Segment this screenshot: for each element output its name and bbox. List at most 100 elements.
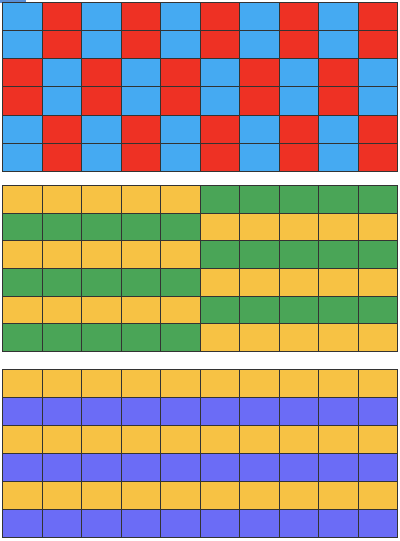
grid-cell-purple bbox=[200, 454, 240, 482]
grid-cell-yellow bbox=[319, 324, 359, 352]
grid-cell-red bbox=[42, 143, 82, 172]
grid-cell-blue bbox=[319, 115, 359, 144]
grid-cell-purple bbox=[42, 454, 82, 482]
grid-cell-yellow bbox=[358, 482, 398, 510]
grid-cell-red bbox=[121, 31, 161, 60]
grid-cell-purple bbox=[161, 454, 201, 482]
grid-cell-blue bbox=[161, 115, 201, 144]
grid-cell-blue bbox=[3, 31, 43, 60]
grid-cell-yellow bbox=[42, 370, 82, 398]
grid-cell-red bbox=[42, 31, 82, 60]
grid-cell-purple bbox=[240, 398, 280, 426]
grid-cell-blue bbox=[279, 59, 319, 88]
grid-cell-purple bbox=[121, 510, 161, 538]
grid-cell-yellow bbox=[3, 426, 43, 454]
grid-cell-blue bbox=[161, 3, 201, 32]
grid-cell-blue bbox=[200, 59, 240, 88]
grid-cell-yellow bbox=[319, 268, 359, 297]
grid-cell-green bbox=[279, 186, 319, 214]
grid-cell-green bbox=[200, 241, 240, 269]
corner-mark bbox=[0, 0, 26, 3]
grid-cell-purple bbox=[161, 510, 201, 538]
grid-cell-blue bbox=[3, 115, 43, 144]
grid-cell-green bbox=[319, 186, 359, 214]
grid-cell-blue bbox=[42, 59, 82, 88]
grid-cell-purple bbox=[358, 454, 398, 482]
grid-cell-green bbox=[240, 296, 280, 325]
grid-cell-yellow bbox=[82, 370, 122, 398]
grid-cell-yellow bbox=[3, 370, 43, 398]
grid-cell-yellow bbox=[240, 213, 280, 242]
grid-cell-green bbox=[358, 296, 398, 325]
grid-cell-yellow bbox=[358, 213, 398, 242]
grid-cell-yellow bbox=[121, 186, 161, 214]
grid-cell-green bbox=[121, 268, 161, 297]
grid-cell-yellow bbox=[121, 426, 161, 454]
grid-cell-yellow bbox=[121, 241, 161, 269]
grid-cell-yellow bbox=[319, 213, 359, 242]
grid-cell-purple bbox=[161, 398, 201, 426]
grid-cell-blue bbox=[82, 115, 122, 144]
grid-cell-green bbox=[319, 296, 359, 325]
grid-cell-purple bbox=[121, 454, 161, 482]
grid-cell-purple bbox=[319, 510, 359, 538]
grid-cell-yellow bbox=[161, 370, 201, 398]
grid-cell-green bbox=[3, 213, 43, 242]
grid-cell-red bbox=[200, 115, 240, 144]
grid-cell-green bbox=[358, 186, 398, 214]
grid-cell-blue bbox=[200, 87, 240, 116]
grid-cell-green bbox=[161, 213, 201, 242]
grid-cell-purple bbox=[42, 510, 82, 538]
grid-cell-purple bbox=[82, 398, 122, 426]
grid-cell-yellow bbox=[200, 213, 240, 242]
grid-cell-yellow bbox=[279, 426, 319, 454]
grid-cell-yellow bbox=[358, 370, 398, 398]
grid-cell-yellow bbox=[42, 241, 82, 269]
grid-cell-green bbox=[42, 268, 82, 297]
grid-cell-red bbox=[279, 115, 319, 144]
grid-cell-yellow bbox=[82, 186, 122, 214]
grid-cell-green bbox=[3, 324, 43, 352]
grid-cell-yellow bbox=[358, 426, 398, 454]
grid-cell-blue bbox=[121, 87, 161, 116]
grid-cell-red bbox=[240, 59, 280, 88]
grid-cell-blue bbox=[319, 31, 359, 60]
grid-cell-yellow bbox=[279, 213, 319, 242]
grid-cell-yellow bbox=[200, 324, 240, 352]
grid-cell-purple bbox=[3, 454, 43, 482]
grid-cell-purple bbox=[319, 454, 359, 482]
grid-cell-yellow bbox=[42, 482, 82, 510]
grid-cell-purple bbox=[42, 398, 82, 426]
grid-cell-red bbox=[82, 59, 122, 88]
grid-cell-green bbox=[200, 186, 240, 214]
grid-cell-purple bbox=[200, 398, 240, 426]
grid-cell-green bbox=[161, 268, 201, 297]
grid-cell-green bbox=[240, 186, 280, 214]
grid-cell-yellow bbox=[200, 370, 240, 398]
grid-cell-yellow bbox=[200, 268, 240, 297]
grid-cell-yellow bbox=[82, 241, 122, 269]
grid-cell-yellow bbox=[240, 370, 280, 398]
grid-cell-yellow bbox=[161, 426, 201, 454]
grid-cell-green bbox=[42, 213, 82, 242]
grid-cell-yellow bbox=[82, 296, 122, 325]
grid-cell-yellow bbox=[42, 426, 82, 454]
grid-cell-red bbox=[200, 31, 240, 60]
grid-cell-yellow bbox=[240, 268, 280, 297]
grid-cell-yellow bbox=[279, 324, 319, 352]
grid-cell-yellow bbox=[319, 426, 359, 454]
grid-cell-yellow bbox=[319, 370, 359, 398]
grid-cell-purple bbox=[3, 398, 43, 426]
grid-cell-yellow bbox=[121, 482, 161, 510]
grid-cell-red bbox=[279, 3, 319, 32]
grid-cell-blue bbox=[358, 87, 398, 116]
grid-cell-yellow bbox=[240, 482, 280, 510]
grid-cell-yellow bbox=[279, 370, 319, 398]
grid-cell-red bbox=[161, 87, 201, 116]
grid-cell-green bbox=[121, 213, 161, 242]
grid-cell-purple bbox=[279, 398, 319, 426]
grid-cell-yellow bbox=[161, 296, 201, 325]
grid-cell-green bbox=[3, 268, 43, 297]
grid-cell-yellow bbox=[358, 324, 398, 352]
grid-cell-purple bbox=[240, 454, 280, 482]
